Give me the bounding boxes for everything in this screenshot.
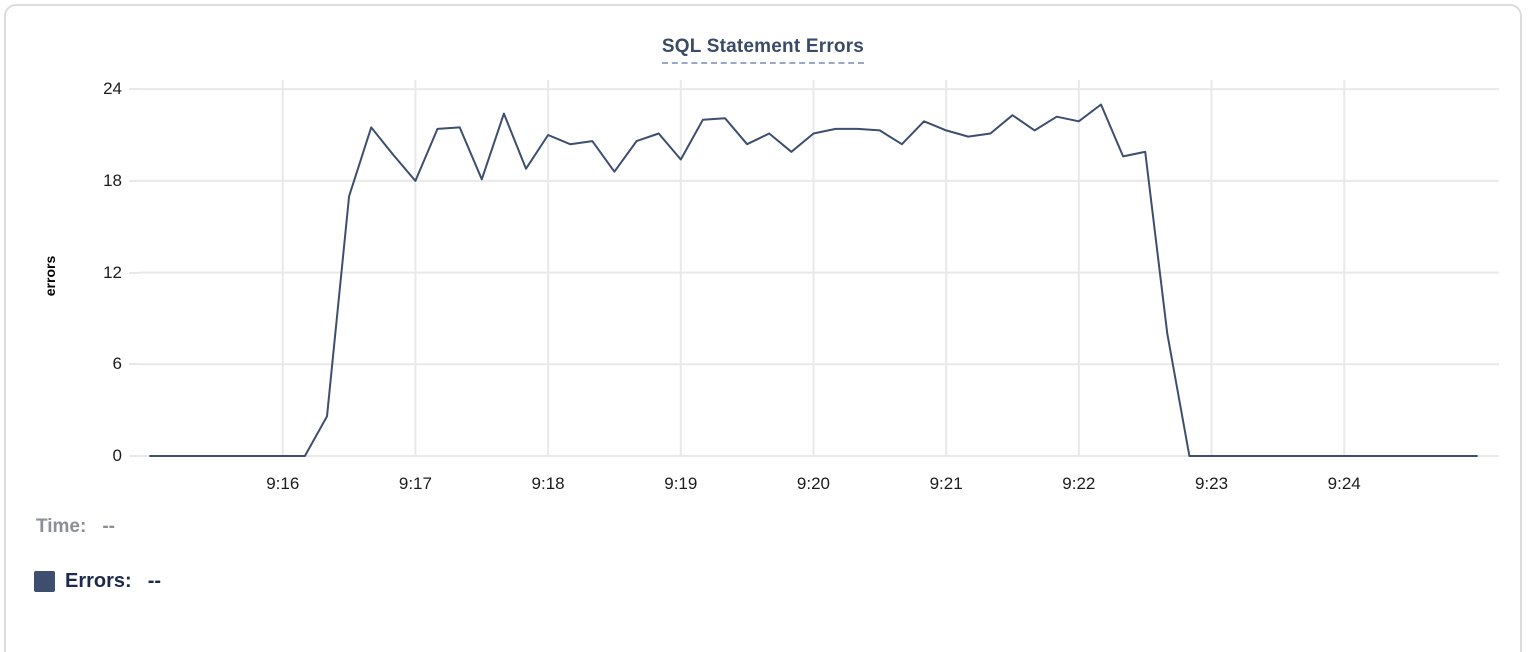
time-label: Time: bbox=[36, 516, 87, 537]
y-axis-label: errors bbox=[42, 255, 58, 297]
x-tick-label: 9:20 bbox=[796, 474, 831, 493]
errors-label: Errors: bbox=[65, 570, 132, 592]
errors-series-swatch bbox=[34, 571, 55, 592]
y-tick-label: 18 bbox=[103, 170, 122, 190]
x-tick-label: 9:23 bbox=[1194, 474, 1229, 493]
errors-value: -- bbox=[147, 570, 162, 592]
time-value: -- bbox=[102, 516, 115, 537]
x-tick-label: 9:17 bbox=[398, 474, 432, 493]
x-tick-label: 9:19 bbox=[664, 474, 698, 493]
y-tick-label: 24 bbox=[103, 79, 122, 99]
chart-card: SQL Statement Errors 0 6 12 18 24 9:16 9:17 9:… bbox=[4, 4, 1522, 652]
y-tick-label: 0 bbox=[112, 446, 122, 465]
x-tick-label: 9:18 bbox=[531, 474, 565, 493]
errors-series-line bbox=[149, 103, 1478, 457]
x-tick-label: 9:24 bbox=[1327, 474, 1361, 493]
x-tick-label: 9:22 bbox=[1062, 474, 1096, 493]
y-tick-mark bbox=[129, 88, 140, 91]
line-chart-svg[interactable] bbox=[139, 76, 1499, 461]
hover-readout-errors: Errors: -- bbox=[34, 570, 161, 593]
y-tick-mark bbox=[129, 455, 140, 457]
y-tick-mark bbox=[129, 179, 140, 182]
hover-readout-time: Time: -- bbox=[36, 516, 115, 538]
y-tick-mark bbox=[129, 271, 140, 274]
x-tick-label: 9:21 bbox=[929, 474, 963, 493]
y-tick-label: 12 bbox=[103, 262, 122, 282]
chart-title-row: SQL Statement Errors bbox=[6, 36, 1520, 64]
chart-title[interactable]: SQL Statement Errors bbox=[661, 36, 865, 64]
x-tick-label: 9:16 bbox=[266, 474, 300, 493]
y-tick-mark bbox=[129, 363, 140, 366]
y-tick-label: 6 bbox=[112, 354, 122, 374]
